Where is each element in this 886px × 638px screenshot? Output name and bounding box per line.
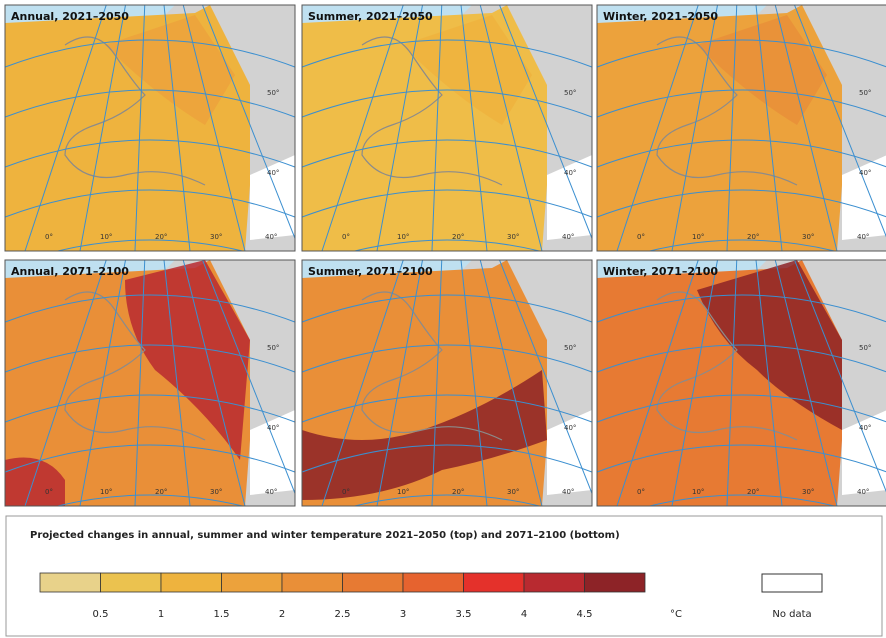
lon-label: 0° <box>45 488 53 496</box>
lon-label: 30° <box>802 488 814 496</box>
legend-tick-label: 1.5 <box>214 609 230 620</box>
map-body <box>577 5 886 275</box>
lat-label: 40° <box>859 424 871 432</box>
legend-swatch <box>161 573 222 592</box>
legend-swatch <box>524 573 585 592</box>
lon-label: 20° <box>452 488 464 496</box>
legend-swatch <box>343 573 404 592</box>
lon-label: 30° <box>802 233 814 241</box>
lon-label: 30° <box>210 233 222 241</box>
legend-swatch <box>403 573 464 592</box>
map-panel: Annual, 2021–2050 50° 40° 0° 10° 20° 30° 40° <box>0 5 315 275</box>
figure: Projected changes in annual, summer and … <box>0 0 886 638</box>
lat-label: 40° <box>859 169 871 177</box>
lon-label: 10° <box>100 488 112 496</box>
lon-label: 20° <box>747 488 759 496</box>
panel-title: Summer, 2071–2100 <box>308 265 433 278</box>
legend-tick-label: 4 <box>521 609 527 620</box>
lon-label: 40° <box>857 488 869 496</box>
legend-tick-label: 4.5 <box>577 609 593 620</box>
lat-label: 50° <box>267 89 279 97</box>
lon-label: 40° <box>562 233 574 241</box>
lon-label: 40° <box>857 233 869 241</box>
lat-label: 40° <box>564 169 576 177</box>
map-body <box>577 260 886 530</box>
lon-label: 10° <box>397 488 409 496</box>
lon-label: 10° <box>692 233 704 241</box>
panel-title: Winter, 2021–2050 <box>603 10 718 23</box>
legend-tick-label: 2 <box>279 609 285 620</box>
lon-label: 10° <box>100 233 112 241</box>
no-data-label: No data <box>772 609 811 620</box>
lon-label: 20° <box>155 233 167 241</box>
lon-label: 40° <box>265 488 277 496</box>
lon-label: 20° <box>452 233 464 241</box>
lon-label: 40° <box>562 488 574 496</box>
lat-label: 40° <box>267 169 279 177</box>
lat-label: 50° <box>859 344 871 352</box>
lon-label: 30° <box>507 233 519 241</box>
legend-unit: °C <box>670 609 682 620</box>
no-data-swatch <box>762 574 822 592</box>
lat-label: 50° <box>859 89 871 97</box>
legend-swatch <box>282 573 343 592</box>
legend-tick-label: 3 <box>400 609 406 620</box>
legend-swatch <box>464 573 525 592</box>
legend-title: Projected changes in annual, summer and … <box>30 530 620 541</box>
lon-label: 0° <box>637 488 645 496</box>
map-panel: Winter, 2021–2050 50° 40° 0° 10° 20° 30° 40° <box>577 5 886 275</box>
map-panel: Summer, 2021–2050 50° 40° 0° 10° 20° 30° 40° <box>282 5 612 275</box>
legend-tick-label: 1 <box>158 609 164 620</box>
lon-label: 0° <box>45 233 53 241</box>
legend-swatch <box>40 573 101 592</box>
legend-tick-label: 2.5 <box>335 609 351 620</box>
legend-swatch <box>101 573 162 592</box>
lon-label: 20° <box>747 233 759 241</box>
lon-label: 10° <box>397 233 409 241</box>
lon-label: 0° <box>342 233 350 241</box>
legend-tick-label: 0.5 <box>93 609 109 620</box>
lon-label: 40° <box>265 233 277 241</box>
lon-label: 30° <box>210 488 222 496</box>
lon-label: 0° <box>637 233 645 241</box>
panel-title: Annual, 2071–2100 <box>11 265 129 278</box>
lat-label: 50° <box>564 89 576 97</box>
map-panel: Winter, 2071–2100 50° 40° 0° 10° 20° 30° 40° <box>577 260 886 530</box>
legend-swatch <box>222 573 283 592</box>
map-panel: Annual, 2071–2100 50° 40° 0° 10° 20° 30° 40° <box>0 260 315 530</box>
panel-title: Summer, 2021–2050 <box>308 10 433 23</box>
panel-title: Winter, 2071–2100 <box>603 265 718 278</box>
lon-label: 20° <box>155 488 167 496</box>
lon-label: 10° <box>692 488 704 496</box>
lat-label: 40° <box>267 424 279 432</box>
lat-label: 50° <box>267 344 279 352</box>
map-panel: Summer, 2071–2100 50° 40° 0° 10° 20° 30° 40° <box>282 260 612 530</box>
legend-tick-label: 3.5 <box>456 609 472 620</box>
legend-swatch <box>585 573 646 592</box>
lat-label: 40° <box>564 424 576 432</box>
lat-label: 50° <box>564 344 576 352</box>
lon-label: 0° <box>342 488 350 496</box>
panel-title: Annual, 2021–2050 <box>11 10 129 23</box>
lon-label: 30° <box>507 488 519 496</box>
